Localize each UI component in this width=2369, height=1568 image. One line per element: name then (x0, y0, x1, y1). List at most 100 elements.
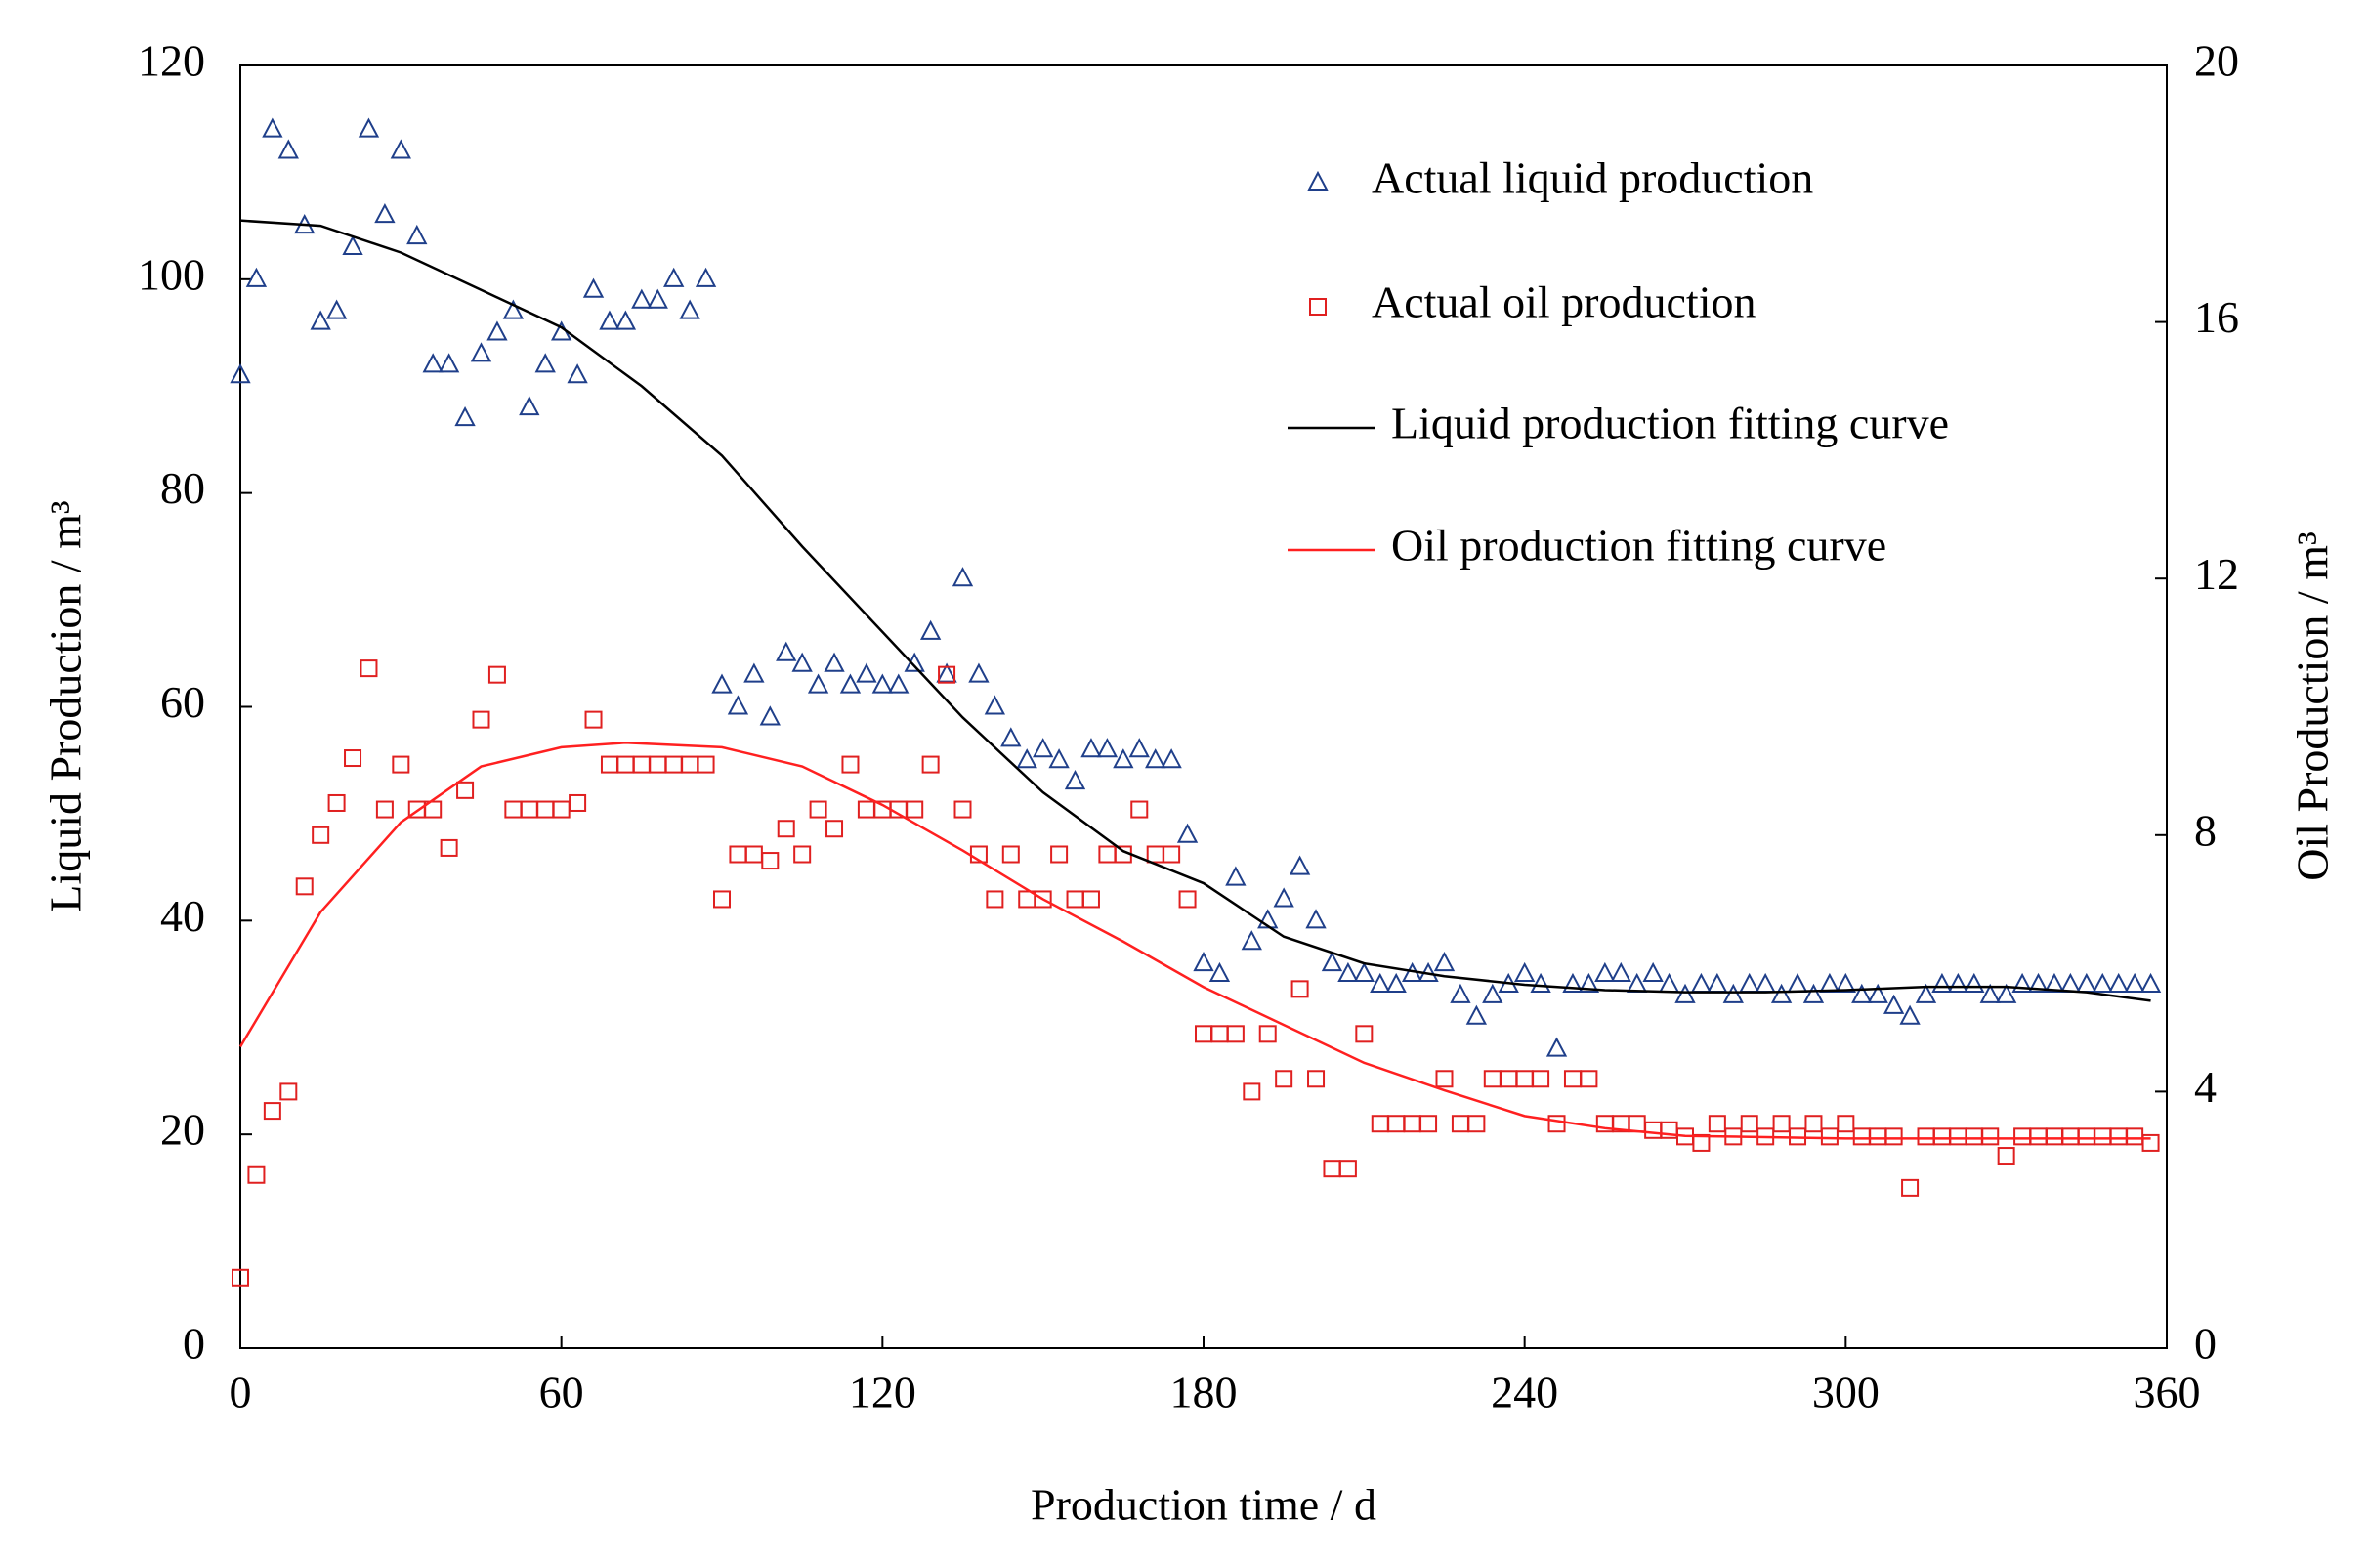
square-marker (312, 826, 330, 844)
square-marker (1901, 1178, 1920, 1197)
square-marker (1740, 1115, 1758, 1133)
square-marker (616, 755, 635, 774)
triangle-marker (1867, 983, 1888, 1003)
triangle-marker (1433, 951, 1456, 972)
square-marker (247, 1165, 266, 1184)
square-marker (1917, 1127, 1935, 1146)
square-marker (1451, 1115, 1469, 1133)
triangle-marker (2059, 972, 2082, 993)
square-marker (295, 877, 314, 896)
triangle-marker (1321, 951, 1343, 972)
square-marker (1146, 845, 1164, 864)
x-axis-title: Production time / d (1031, 1480, 1376, 1530)
y2-tick-label: 20 (2194, 36, 2239, 86)
triangle-marker (534, 353, 556, 373)
square-marker (1034, 890, 1052, 909)
triangle-marker (1545, 1037, 1568, 1057)
square-marker (921, 755, 940, 774)
triangle-marker (711, 673, 733, 694)
triangle-marker (1482, 983, 1503, 1003)
square-marker (793, 845, 812, 864)
fit-curve (238, 742, 2151, 1140)
triangle-marker (2027, 972, 2050, 993)
square-marker (472, 710, 490, 729)
square-marker (938, 665, 956, 684)
x-tick-label: 0 (230, 1368, 252, 1418)
square-marker (1563, 1070, 1582, 1088)
triangle-marker (1208, 961, 1231, 983)
square-marker (1387, 1115, 1406, 1133)
square-marker (1547, 1115, 1566, 1133)
triangle-marker (888, 673, 910, 694)
legend-label: Actual oil production (1372, 277, 1756, 327)
y2-tick-label: 4 (2194, 1062, 2217, 1112)
triangle-marker (277, 139, 299, 159)
triangle-marker (1883, 994, 1905, 1014)
square-marker (1435, 1070, 1454, 1088)
triangle-marker (1658, 972, 1680, 993)
square-marker (1419, 1115, 1438, 1133)
triangle-marker (904, 652, 925, 672)
triangle-marker (486, 320, 508, 341)
triangle-marker (2124, 972, 2145, 993)
square-marker (2094, 1127, 2112, 1146)
x-tick-label: 180 (1170, 1368, 1238, 1418)
triangle-marker (1370, 972, 1391, 993)
triangle-marker (614, 310, 637, 330)
triangle-marker (2076, 972, 2097, 993)
y2-tick-label: 0 (2194, 1319, 2217, 1369)
square-marker (2109, 1127, 2128, 1146)
triangle-marker (1257, 909, 1279, 929)
square-marker (1869, 1127, 1887, 1146)
square-marker (1965, 1127, 1983, 1146)
y-tick-label: 60 (160, 677, 205, 727)
square-marker (986, 890, 1004, 909)
triangle-marker (631, 288, 653, 309)
y-tick-label: 100 (138, 249, 205, 299)
triangle-marker (2044, 972, 2065, 993)
triangle-marker (824, 652, 845, 672)
square-marker (1323, 1160, 1341, 1178)
triangle-marker (1915, 983, 1937, 1003)
x-tick-label: 360 (2134, 1368, 2201, 1418)
triangle-marker (1819, 972, 1840, 993)
triangle-marker (374, 203, 396, 224)
square-marker (2141, 1133, 2160, 1152)
triangle-marker (1193, 951, 1214, 972)
triangle-marker (325, 299, 348, 319)
square-marker (1515, 1070, 1534, 1088)
x-tick-label: 120 (849, 1368, 916, 1418)
square-marker (777, 820, 795, 838)
square-marker (360, 659, 378, 678)
triangle-marker (2139, 972, 2162, 993)
triangle-marker (1931, 972, 1953, 993)
triangle-marker (1722, 983, 1744, 1003)
triangle-marker (1064, 769, 1086, 790)
square-marker (744, 845, 763, 864)
y-tick-label: 40 (160, 891, 205, 941)
triangle-marker (1128, 738, 1150, 758)
square-marker (697, 755, 715, 774)
square-marker (327, 793, 346, 812)
square-marker (1804, 1115, 1823, 1133)
square-marker (632, 755, 651, 774)
triangle-marker (743, 662, 765, 683)
triangle-marker (342, 234, 363, 256)
triangle-marker (1048, 748, 1070, 769)
square-marker (1467, 1115, 1486, 1133)
triangle-marker (1947, 972, 1969, 993)
triangle-marker (1996, 983, 2017, 1003)
triangle-marker (567, 363, 588, 384)
triangle-marker (1578, 972, 1600, 993)
triangle-marker (502, 299, 525, 319)
y2-tick-label: 8 (2194, 805, 2217, 855)
triangle-marker (310, 310, 331, 330)
square-marker (713, 890, 731, 909)
legend-label: Liquid production fitting curve (1391, 399, 1949, 448)
legend-marker (1307, 170, 1329, 191)
triangle-marker (1514, 961, 1536, 983)
y2-tick-label: 12 (2194, 549, 2239, 599)
square-marker (1275, 1070, 1293, 1088)
square-marker (456, 781, 475, 799)
